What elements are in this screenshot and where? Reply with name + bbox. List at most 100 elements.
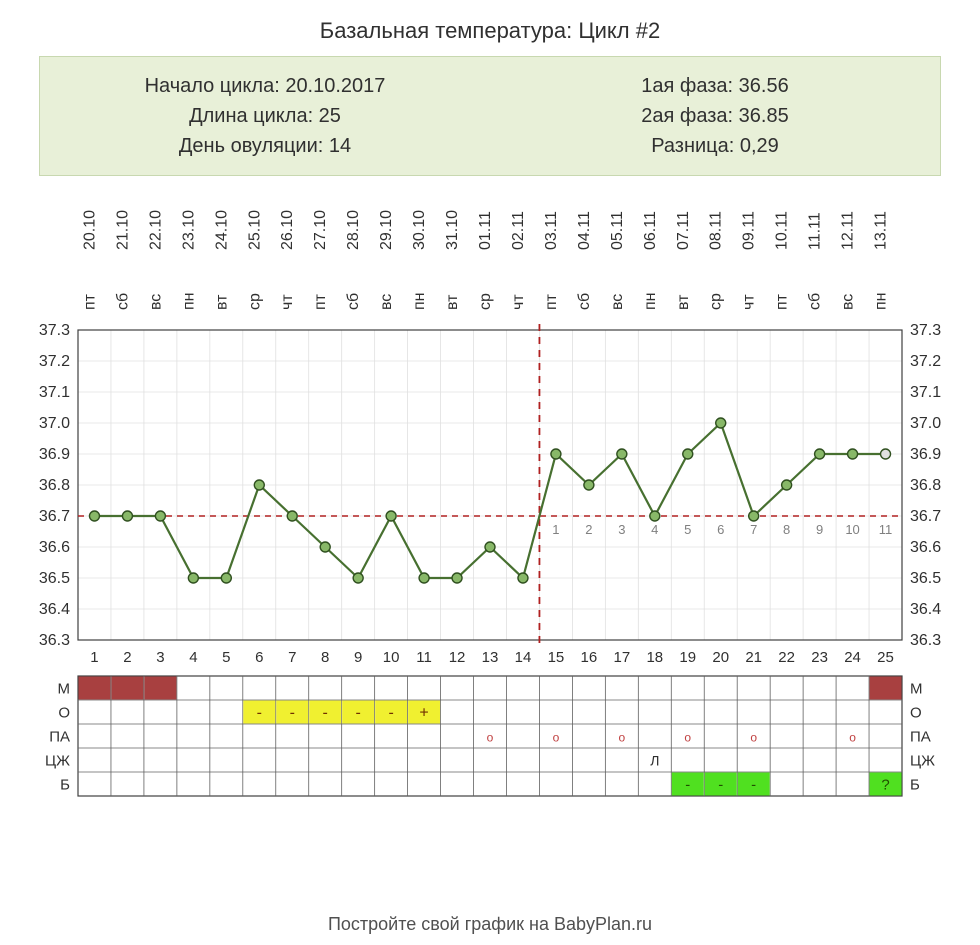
luteal-day-label: 10 xyxy=(845,522,859,537)
date-label: 05.11 xyxy=(609,211,626,250)
luteal-day-label: 2 xyxy=(585,522,592,537)
y-axis-label: 36.4 xyxy=(39,601,70,618)
date-label: 31.10 xyxy=(444,210,461,250)
y-axis-label: 37.1 xyxy=(910,384,941,401)
info-line: Длина цикла: 25 xyxy=(40,101,490,131)
day-number: 22 xyxy=(778,649,795,666)
date-label: 08.11 xyxy=(708,211,725,250)
cell-text: - xyxy=(323,704,328,721)
date-label: 02.11 xyxy=(510,211,527,250)
day-number: 11 xyxy=(416,649,432,666)
date-label: 06.11 xyxy=(642,211,659,250)
temperature-point xyxy=(254,480,264,490)
date-label: 01.11 xyxy=(477,211,494,250)
temperature-point xyxy=(749,511,759,521)
cell-text: - xyxy=(355,704,360,721)
weekday-label: чт xyxy=(510,294,527,310)
day-number: 15 xyxy=(548,649,565,666)
day-number: 25 xyxy=(877,649,894,666)
y-axis-label: 37.2 xyxy=(39,353,70,370)
y-axis-label: 36.7 xyxy=(39,508,70,525)
luteal-day-label: 8 xyxy=(783,522,790,537)
luteal-day-label: 11 xyxy=(879,522,893,537)
cell-text: - xyxy=(257,704,262,721)
weekday-label: вт xyxy=(444,294,461,310)
row-label-left: О xyxy=(58,704,70,721)
day-number: 4 xyxy=(189,649,197,666)
temperature-point xyxy=(353,573,363,583)
cell-text: - xyxy=(388,704,393,721)
weekday-label: вс xyxy=(840,294,857,310)
weekday-label: пт xyxy=(774,293,791,310)
date-label: 04.11 xyxy=(576,211,593,250)
day-number: 8 xyxy=(321,649,329,666)
day-number: 6 xyxy=(255,649,263,666)
weekday-label: пт xyxy=(312,293,329,310)
row-label-right: Б xyxy=(910,776,920,793)
weekday-label: чт xyxy=(741,294,758,310)
weekday-label: вт xyxy=(675,294,692,310)
temperature-point xyxy=(782,480,792,490)
row-label-right: ПА xyxy=(910,728,931,745)
y-axis-label: 36.3 xyxy=(910,632,941,649)
info-line: Начало цикла: 20.10.2017 xyxy=(40,71,490,101)
cell-text: - xyxy=(718,776,723,793)
y-axis-label: 36.3 xyxy=(39,632,70,649)
day-number: 9 xyxy=(354,649,362,666)
y-axis-label: 36.5 xyxy=(910,570,941,587)
info-line: Разница: 0,29 xyxy=(490,131,940,161)
row-label-left: Б xyxy=(60,776,70,793)
weekday-label: сб xyxy=(576,293,593,310)
y-axis-label: 36.9 xyxy=(910,446,941,463)
row-label-left: ПА xyxy=(49,728,70,745)
weekday-label: сб xyxy=(114,293,131,310)
date-label: 09.11 xyxy=(741,211,758,250)
y-axis-label: 36.8 xyxy=(39,477,70,494)
date-label: 12.11 xyxy=(840,211,857,250)
cell-text: o xyxy=(750,730,757,744)
date-label: 07.11 xyxy=(675,211,692,250)
cell-text: Л xyxy=(650,752,659,768)
date-label: 21.10 xyxy=(114,210,131,250)
date-label: 23.10 xyxy=(180,210,197,250)
luteal-day-label: 9 xyxy=(816,522,823,537)
day-number: 18 xyxy=(646,649,663,666)
temperature-point xyxy=(320,542,330,552)
day-number: 3 xyxy=(156,649,164,666)
chart-title: Базальная температура: Цикл #2 xyxy=(20,18,960,44)
temperature-point xyxy=(287,511,297,521)
day-number: 17 xyxy=(613,649,630,666)
row-label-right: М xyxy=(910,680,923,697)
temperature-point xyxy=(716,418,726,428)
cell-text: o xyxy=(684,730,691,744)
date-label: 20.10 xyxy=(81,210,98,250)
date-label: 26.10 xyxy=(279,210,296,250)
weekday-label: пт xyxy=(81,293,98,310)
y-axis-label: 37.1 xyxy=(39,384,70,401)
temperature-point xyxy=(584,480,594,490)
weekday-label: ср xyxy=(477,293,494,310)
cell-text: o xyxy=(849,730,856,744)
luteal-day-label: 6 xyxy=(717,522,724,537)
y-axis-label: 37.3 xyxy=(39,322,70,339)
date-label: 25.10 xyxy=(246,210,263,250)
y-axis-label: 36.7 xyxy=(910,508,941,525)
day-number: 10 xyxy=(383,649,400,666)
cell-text: - xyxy=(685,776,690,793)
weekday-label: сб xyxy=(345,293,362,310)
day-number: 13 xyxy=(482,649,499,666)
weekday-label: сб xyxy=(807,293,824,310)
info-line: 2ая фаза: 36.85 xyxy=(490,101,940,131)
weekday-label: пн xyxy=(873,293,890,311)
weekday-label: вс xyxy=(147,294,164,310)
day-number: 1 xyxy=(90,649,98,666)
info-right: 1ая фаза: 36.56 2ая фаза: 36.85 Разница:… xyxy=(490,71,940,161)
temperature-point xyxy=(881,449,891,459)
date-label: 30.10 xyxy=(411,210,428,250)
y-axis-label: 37.2 xyxy=(910,353,941,370)
info-left: Начало цикла: 20.10.2017 Длина цикла: 25… xyxy=(40,71,490,161)
temperature-point xyxy=(386,511,396,521)
temperature-point xyxy=(452,573,462,583)
y-axis-label: 37.3 xyxy=(910,322,941,339)
day-number: 14 xyxy=(515,649,532,666)
